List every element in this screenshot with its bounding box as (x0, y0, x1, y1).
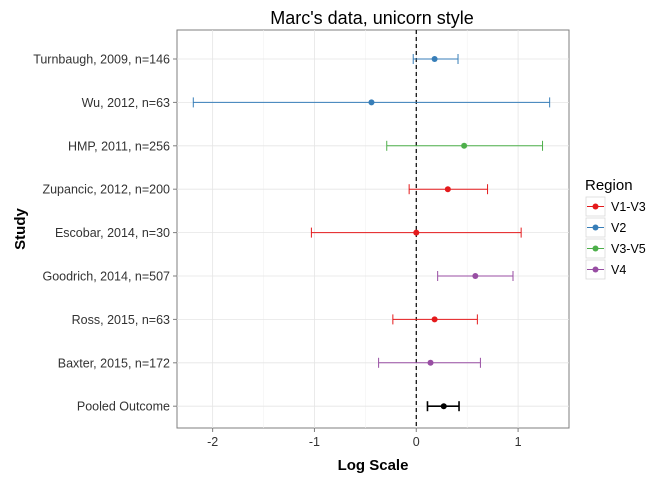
y-tick-label: Pooled Outcome (77, 400, 170, 414)
point-estimate (461, 142, 468, 149)
plot-panel (176, 29, 570, 429)
point-estimate (413, 229, 420, 236)
point-estimate (472, 273, 479, 279)
data-marks (192, 54, 551, 412)
point-estimate (440, 403, 447, 410)
chart-title: Marc's data, unicorn style (270, 8, 474, 28)
x-axis-ticks: -2 -1 0 1 (207, 428, 522, 449)
legend-key-point (592, 224, 599, 231)
y-tick-label: Turnbaugh, 2009, n=146 (33, 53, 170, 67)
point-estimate (431, 56, 438, 62)
legend-label: V2 (611, 221, 626, 235)
x-tick-label: -1 (309, 435, 320, 449)
y-tick-label: Wu, 2012, n=63 (82, 96, 170, 110)
y-tick-label: Zupancic, 2012, n=200 (42, 183, 170, 197)
y-tick-label: Baxter, 2015, n=172 (58, 356, 170, 370)
x-axis-title: Log Scale (338, 457, 409, 474)
legend-key-point (592, 203, 599, 210)
x-tick-label: 1 (515, 435, 522, 449)
y-tick-label: HMP, 2011, n=256 (68, 139, 170, 153)
legend-label: V4 (611, 263, 626, 277)
point-estimate (427, 359, 434, 366)
legend-key-point (592, 266, 599, 273)
legend: Region V1-V3 V2 V3-V5 V4 (585, 177, 646, 280)
y-tick-label: Goodrich, 2014, n=507 (42, 270, 170, 284)
legend-label: V3-V5 (611, 242, 646, 256)
legend-title: Region (585, 177, 633, 194)
x-tick-label: -2 (207, 435, 218, 449)
legend-key-point (592, 245, 599, 252)
y-tick-label: Escobar, 2014, n=30 (55, 226, 170, 240)
y-axis-title: Study (12, 208, 29, 250)
y-axis-ticks: Turnbaugh, 2009, n=146 Wu, 2012, n=63 HMP,… (33, 53, 177, 414)
point-estimate (368, 99, 375, 106)
legend-label: V1-V3 (611, 200, 646, 214)
x-tick-label: 0 (413, 435, 420, 449)
point-estimate (444, 186, 451, 193)
point-estimate (431, 316, 438, 323)
y-tick-label: Ross, 2015, n=63 (72, 313, 170, 327)
